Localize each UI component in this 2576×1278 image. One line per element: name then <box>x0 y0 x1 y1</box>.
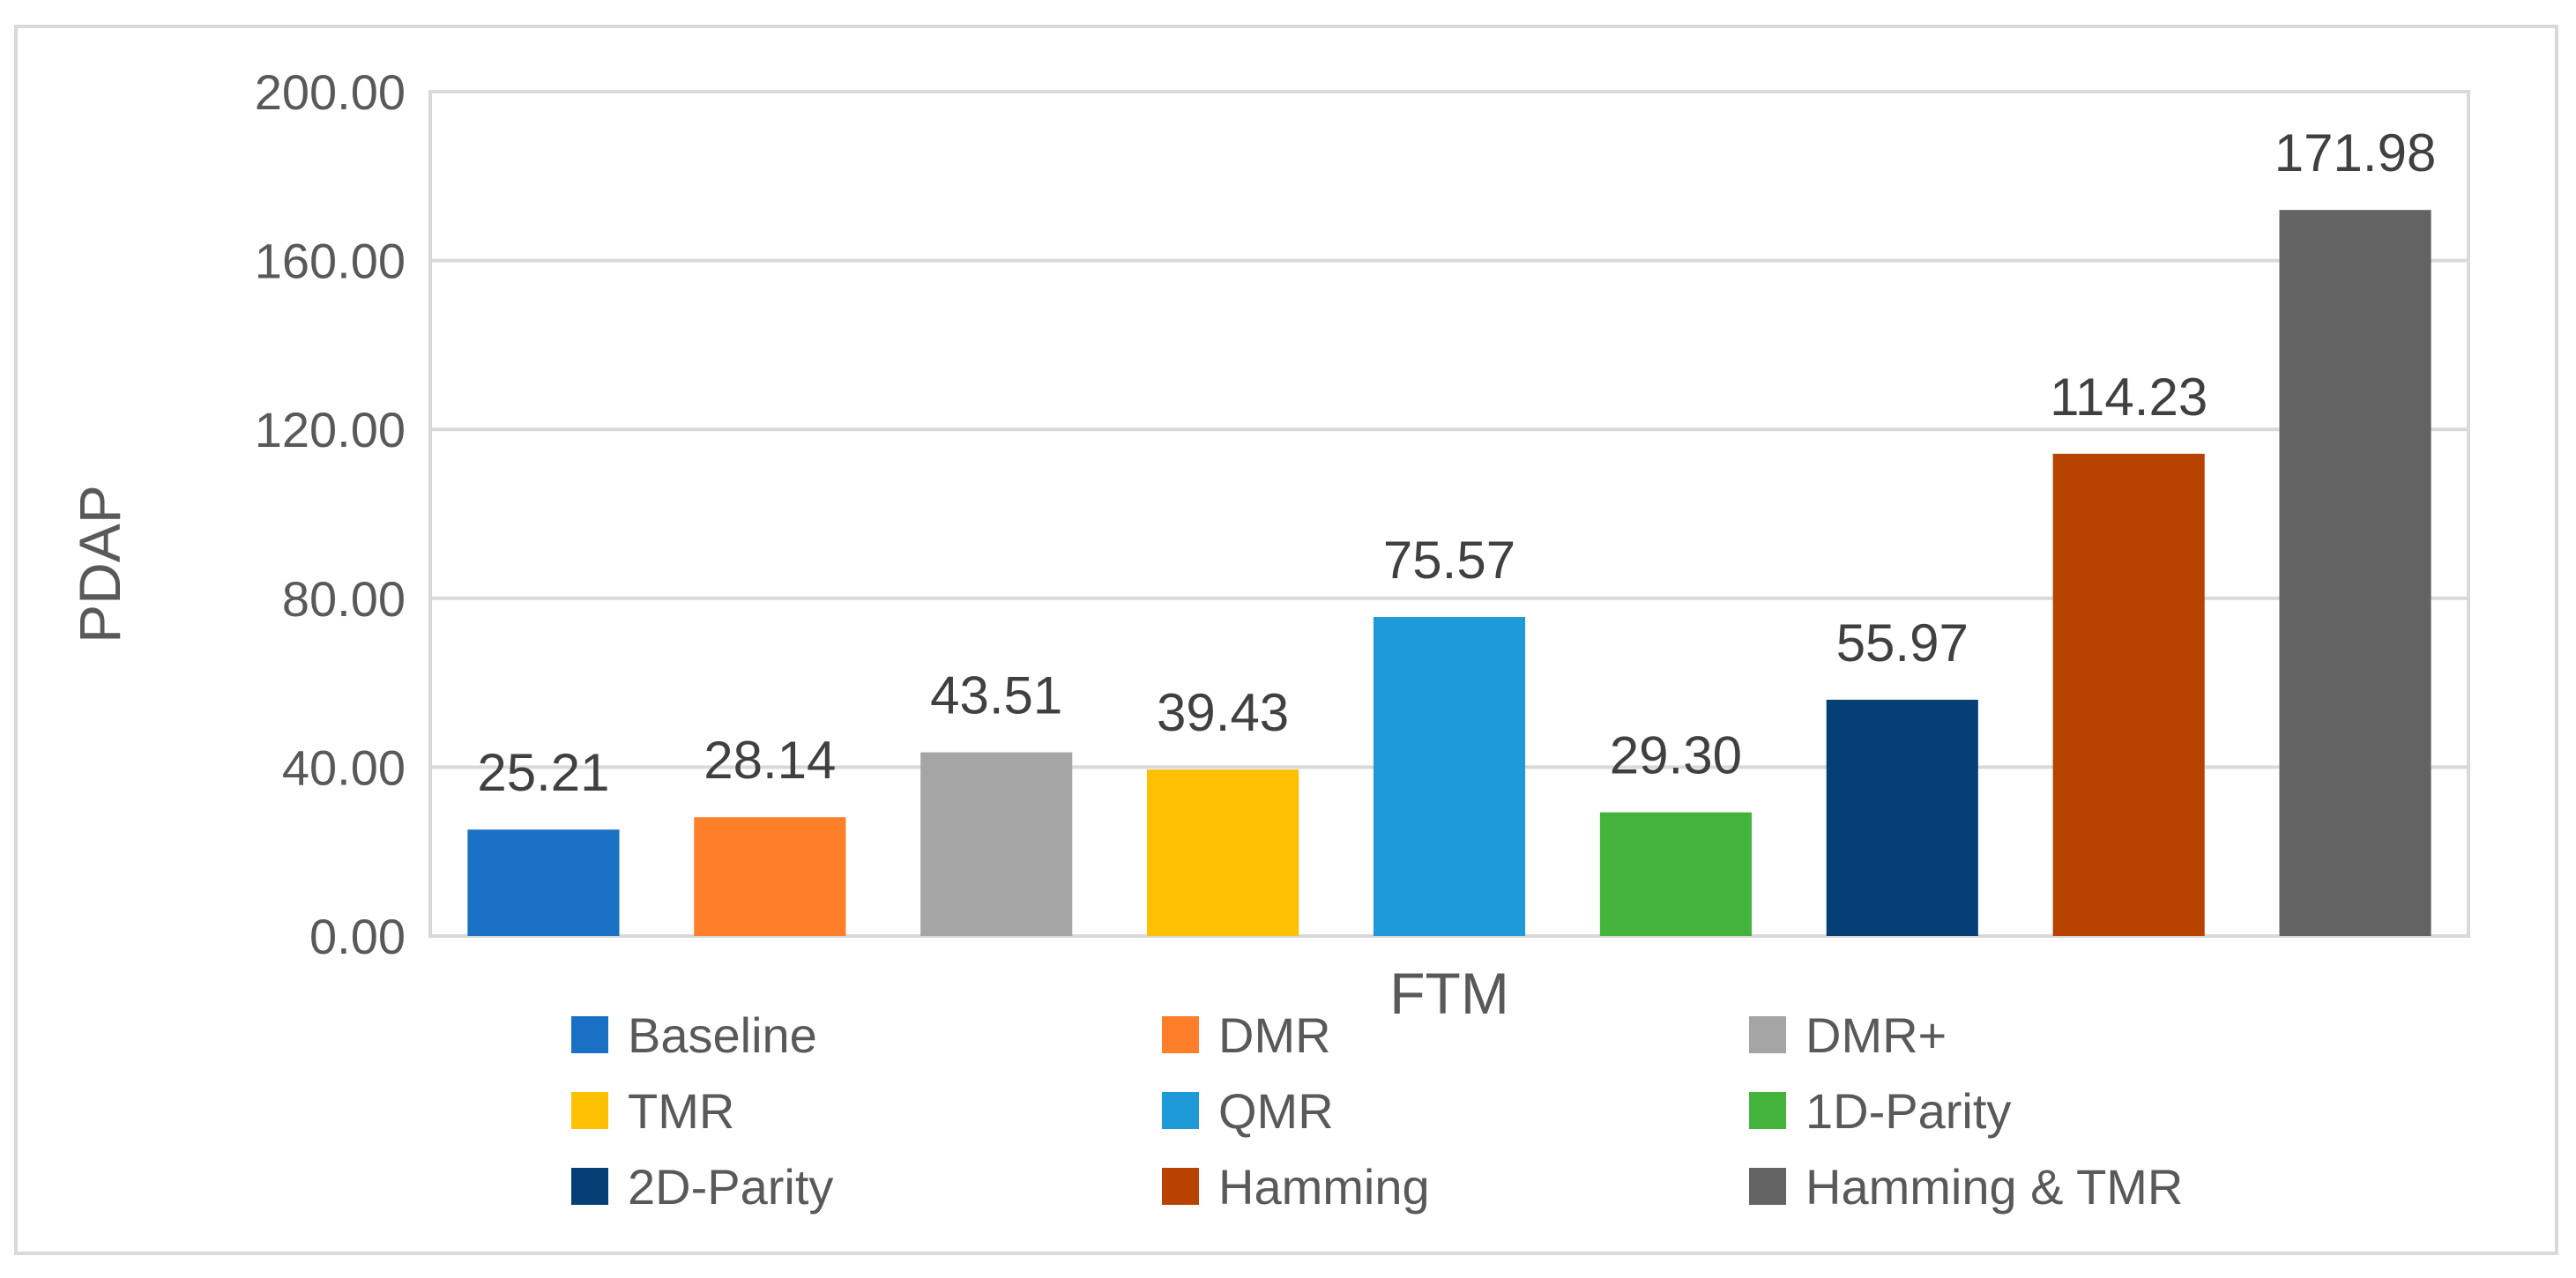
legend-swatch <box>571 1168 608 1205</box>
legend-swatch <box>1749 1016 1786 1053</box>
legend-label: Hamming <box>1218 1159 1430 1215</box>
legend-item: 1D-Parity <box>1749 1083 2011 1139</box>
y-tick-label: 80.00 <box>282 571 406 627</box>
data-label: 114.23 <box>2050 368 2207 427</box>
y-tick-label: 200.00 <box>255 64 406 120</box>
y-tick-label: 160.00 <box>255 234 406 289</box>
legend-swatch <box>1749 1092 1786 1129</box>
legend-swatch <box>1162 1168 1199 1205</box>
data-label: 39.43 <box>1157 683 1289 742</box>
legend-item: DMR <box>1162 1007 1331 1063</box>
legend-label: 2D-Parity <box>628 1159 833 1215</box>
data-label: 25.21 <box>477 743 609 802</box>
bar-qmr <box>1373 617 1526 936</box>
legend-swatch <box>571 1092 608 1129</box>
bars <box>467 210 2431 936</box>
legend: Baseline DMR DMR+ TMR QMR 1D-Parity 2D-Parity H… <box>571 1007 2183 1215</box>
data-label: 43.51 <box>930 666 1062 725</box>
data-label: 29.30 <box>1610 726 1742 785</box>
legend-item: DMR+ <box>1749 1007 1947 1063</box>
bar-dmr- <box>920 752 1073 936</box>
legend-item: QMR <box>1162 1083 1334 1139</box>
bar-tmr <box>1147 769 1299 936</box>
legend-label: DMR <box>1218 1007 1331 1063</box>
bar-hamming <box>2052 453 2205 936</box>
y-tick-label: 40.00 <box>282 739 406 795</box>
bar-baseline <box>467 829 620 936</box>
y-tick-label: 120.00 <box>255 402 406 457</box>
bar-dmr <box>694 817 846 936</box>
legend-item: Baseline <box>571 1007 817 1063</box>
bar-1d-parity <box>1599 812 1752 936</box>
legend-label: Baseline <box>628 1007 817 1063</box>
y-tick-label: 0.00 <box>309 909 406 964</box>
data-labels: 25.21 28.14 43.51 39.43 75.57 29.30 55.97 114.2… <box>477 123 2436 802</box>
y-axis-title: PDAP <box>67 485 132 643</box>
legend-item: 2D-Parity <box>571 1159 833 1215</box>
legend-label: TMR <box>628 1083 734 1139</box>
legend-swatch <box>571 1016 608 1053</box>
legend-item: Hamming <box>1162 1159 1430 1215</box>
bar-2d-parity <box>1826 699 1978 936</box>
y-axis-ticks: 0.00 40.00 80.00 120.00 160.00 200.00 <box>255 64 406 964</box>
x-axis-title: FTM <box>1389 961 1509 1026</box>
legend-item: TMR <box>571 1083 734 1139</box>
data-label: 55.97 <box>1836 613 1969 672</box>
legend-label: QMR <box>1218 1083 1334 1139</box>
data-label: 171.98 <box>2274 123 2437 182</box>
legend-swatch <box>1162 1092 1199 1129</box>
legend-label: Hamming & TMR <box>1805 1159 2183 1215</box>
legend-swatch <box>1162 1016 1199 1053</box>
bar-hamming-tmr <box>2279 210 2431 936</box>
data-label: 28.14 <box>704 731 836 790</box>
legend-label: DMR+ <box>1805 1007 1947 1063</box>
legend-label: 1D-Parity <box>1805 1083 2011 1139</box>
data-label: 75.57 <box>1383 531 1515 590</box>
legend-item: Hamming & TMR <box>1749 1159 2183 1215</box>
legend-swatch <box>1749 1168 1786 1205</box>
